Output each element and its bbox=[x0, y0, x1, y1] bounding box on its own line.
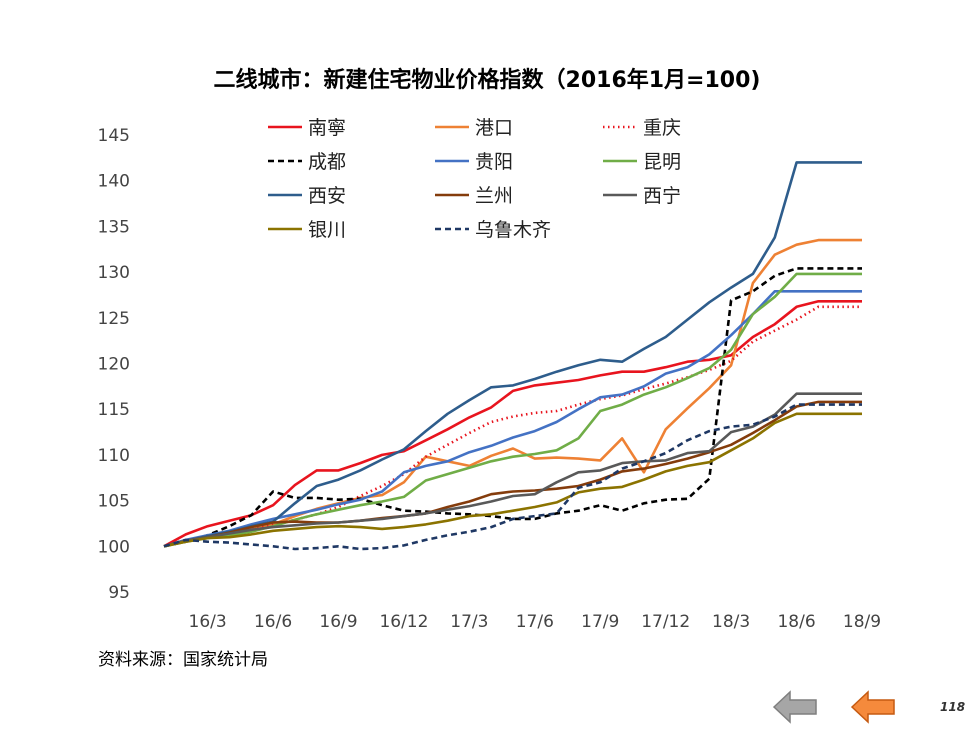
series-line-1 bbox=[163, 238, 862, 548]
x-tick-label: 18/9 bbox=[843, 612, 881, 632]
legend-label: 西宁 bbox=[643, 185, 681, 207]
series-line-9 bbox=[163, 412, 862, 548]
y-tick-label: 140 bbox=[98, 172, 130, 192]
legend-label: 西安 bbox=[308, 185, 346, 207]
series-line-10 bbox=[163, 403, 862, 551]
y-tick-label: 145 bbox=[98, 126, 130, 146]
source-note: 资料来源：国家统计局 bbox=[98, 650, 268, 670]
y-tick-label: 120 bbox=[98, 355, 130, 375]
legend-label: 兰州 bbox=[475, 185, 513, 207]
y-tick-label: 110 bbox=[98, 446, 130, 466]
next-page-arrow-icon[interactable] bbox=[850, 690, 896, 724]
series-line-0 bbox=[163, 299, 862, 548]
plot-area bbox=[163, 161, 862, 551]
x-tick-label: 16/9 bbox=[319, 612, 357, 632]
y-tick-label: 105 bbox=[98, 492, 130, 512]
chart-title: 二线城市：新建住宅物业价格指数（2016年1月=100) bbox=[213, 68, 761, 93]
x-tick-label: 16/12 bbox=[379, 612, 428, 632]
legend-label: 贵阳 bbox=[475, 151, 513, 173]
previous-page-arrow-icon[interactable] bbox=[772, 690, 818, 724]
legend-label: 南寧 bbox=[308, 117, 346, 139]
x-tick-label: 16/6 bbox=[254, 612, 292, 632]
y-tick-label: 100 bbox=[98, 537, 130, 557]
y-axis: 95 100 105 110 115 120 125 130 135 140 145 bbox=[98, 126, 130, 603]
x-tick-label: 16/3 bbox=[189, 612, 227, 632]
x-tick-label: 18/3 bbox=[712, 612, 750, 632]
y-tick-label: 130 bbox=[98, 263, 130, 283]
x-tick-label: 17/9 bbox=[581, 612, 619, 632]
series-line-8 bbox=[163, 392, 862, 548]
legend-label: 银川 bbox=[308, 219, 346, 241]
legend-label: 乌鲁木齐 bbox=[475, 219, 551, 241]
legend-label: 昆明 bbox=[643, 151, 681, 173]
series-line-3 bbox=[163, 267, 862, 548]
legend-label: 港口 bbox=[475, 117, 513, 139]
legend-label: 重庆 bbox=[643, 117, 681, 139]
x-tick-label: 17/12 bbox=[641, 612, 690, 632]
series-line-7 bbox=[163, 400, 862, 548]
series-line-5 bbox=[163, 272, 862, 548]
y-tick-label: 95 bbox=[108, 583, 130, 603]
x-tick-label: 18/6 bbox=[777, 612, 815, 632]
y-tick-label: 115 bbox=[98, 400, 130, 420]
series-line-4 bbox=[163, 289, 862, 548]
x-tick-label: 17/6 bbox=[516, 612, 554, 632]
y-tick-label: 125 bbox=[98, 309, 130, 329]
series-line-6 bbox=[163, 161, 862, 548]
page-number: 118 bbox=[940, 700, 966, 714]
x-tick-label: 17/3 bbox=[450, 612, 488, 632]
y-tick-label: 135 bbox=[98, 217, 130, 237]
x-axis: 16/3 16/6 16/9 16/12 17/3 17/6 17/9 17/12 18/3 18… bbox=[189, 612, 882, 632]
legend-label: 成都 bbox=[308, 151, 346, 173]
